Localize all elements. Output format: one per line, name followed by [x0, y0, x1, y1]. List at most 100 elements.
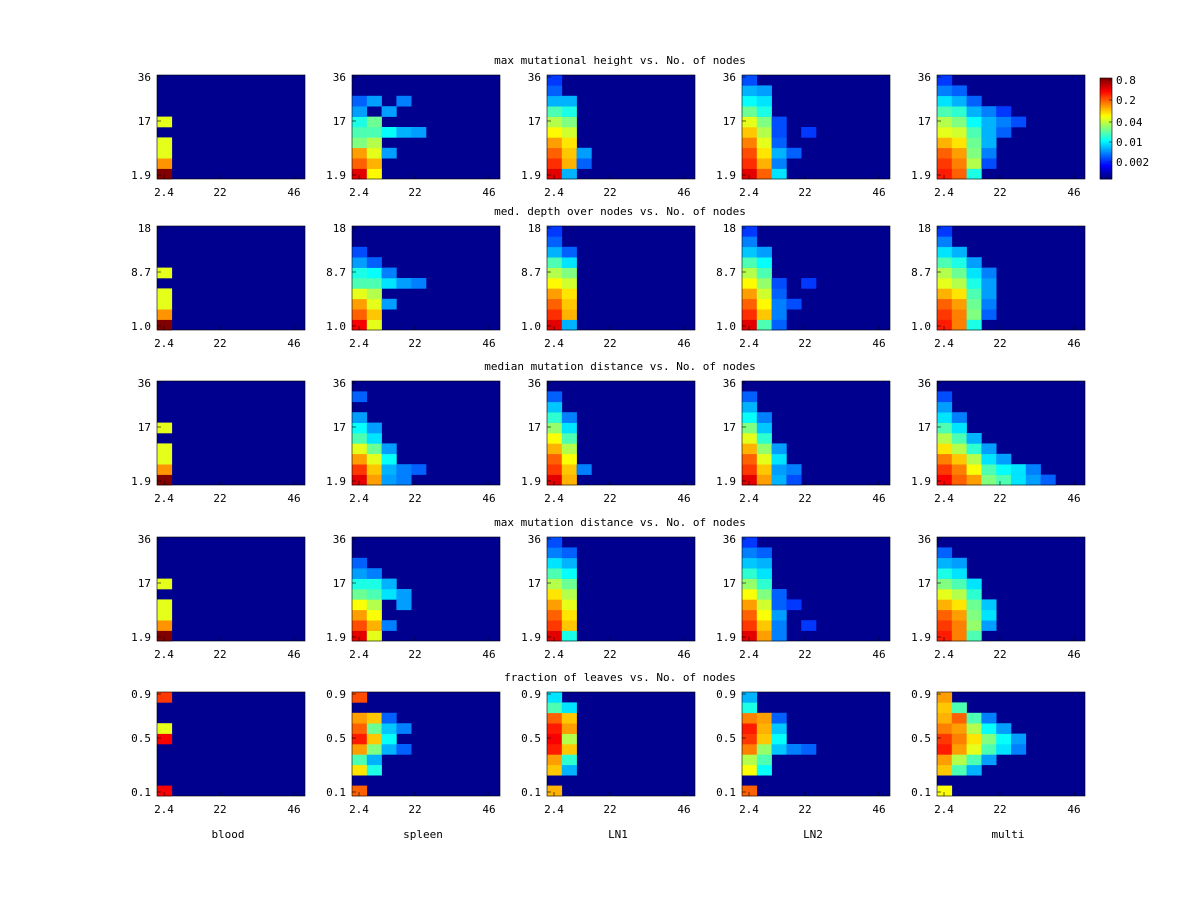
panel-frame — [936, 225, 1086, 331]
y-tick-label: 1.9 — [521, 169, 541, 182]
heatmap-cell — [981, 453, 997, 465]
x-tick-label: 22 — [213, 337, 226, 350]
colorbar-segment — [1100, 106, 1112, 109]
heatmap-cell — [937, 319, 953, 331]
heatmap-cell — [951, 137, 967, 149]
heatmap-cell — [801, 620, 817, 631]
heatmap-cell — [352, 116, 368, 128]
heatmap-cell — [937, 702, 953, 714]
colorbar-segment — [1100, 136, 1112, 139]
heatmap-cell — [561, 474, 577, 486]
heatmap-cell — [381, 589, 397, 600]
panel-frame — [156, 380, 306, 486]
heatmap-cell — [966, 723, 982, 734]
colorbar-segment — [1100, 87, 1112, 90]
heatmap-cell — [742, 464, 758, 475]
heatmap-cell — [547, 85, 563, 97]
colorbar-segment — [1100, 130, 1112, 133]
heatmap-cell — [937, 158, 953, 169]
heatmap-cell — [352, 412, 368, 423]
y-tick-label: 17 — [333, 577, 346, 590]
colorbar-segment — [1100, 149, 1112, 151]
heatmap-cell — [352, 754, 368, 766]
heatmap-cell — [366, 744, 382, 755]
panel-frame — [156, 691, 306, 797]
heatmap-cell — [771, 288, 787, 300]
x-tick-label: 22 — [603, 492, 616, 505]
heatmap-cell — [937, 236, 953, 248]
heatmap-cell — [756, 319, 772, 331]
colorbar-segment — [1100, 95, 1112, 98]
x-tick-label: 2.4 — [739, 492, 759, 505]
x-tick-label: 46 — [1067, 337, 1080, 350]
heatmap-cell — [756, 589, 772, 600]
colorbar-tick-label: 0.2 — [1116, 94, 1136, 107]
heatmap-cell — [547, 236, 563, 248]
heatmap-cell — [396, 95, 412, 107]
heatmap-cell — [157, 474, 173, 486]
heatmap-panel-spleen: 36 17 1.92.4 22 46 — [326, 71, 501, 199]
heatmap-cell — [756, 620, 772, 631]
heatmap-cell — [352, 95, 368, 107]
heatmap-cell — [742, 620, 758, 631]
heatmap-cell — [996, 474, 1012, 486]
y-tick-label: 1.9 — [326, 475, 346, 488]
x-tick-label: 22 — [798, 648, 811, 661]
heatmap-cell — [366, 578, 382, 590]
heatmap-cell — [352, 127, 368, 138]
heatmap-cell — [352, 147, 368, 159]
heatmap-cell — [547, 412, 563, 423]
heatmap-cell — [381, 733, 397, 745]
heatmap-cell — [561, 578, 577, 590]
colorbar-segment — [1100, 112, 1112, 115]
colorbar-segment — [1100, 107, 1112, 110]
heatmap-cell — [352, 557, 368, 569]
x-tick-label: 46 — [677, 186, 690, 199]
heatmap-cell — [561, 422, 577, 434]
x-tick-label: 2.4 — [934, 186, 954, 199]
heatmap-cell — [576, 464, 592, 475]
x-tick-label: 22 — [603, 803, 616, 816]
heatmap-cell — [966, 630, 982, 642]
heatmap-cell — [547, 106, 563, 117]
heatmap-cell — [951, 723, 967, 734]
colorbar-segment — [1100, 131, 1112, 134]
heatmap-cell — [937, 85, 953, 97]
heatmap-panel-blood: 36 17 1.92.4 22 46 — [131, 71, 306, 199]
heatmap-cell — [951, 278, 967, 289]
heatmap-cell — [742, 630, 758, 642]
heatmap-cell — [1011, 474, 1027, 486]
heatmap-cell — [561, 298, 577, 310]
heatmap-cell — [366, 754, 382, 766]
x-tick-label: 46 — [287, 186, 300, 199]
heatmap-cell — [396, 464, 412, 475]
heatmap-cell — [352, 620, 368, 631]
y-tick-label: 17 — [138, 577, 151, 590]
heatmap-cell — [366, 298, 382, 310]
heatmap-cell — [937, 257, 953, 268]
panel-frame — [546, 691, 696, 797]
heatmap-cell — [352, 137, 368, 149]
heatmap-cell — [981, 116, 997, 128]
heatmap-cell — [547, 298, 563, 310]
heatmap-cell — [937, 547, 953, 559]
y-tick-label: 36 — [333, 533, 346, 546]
heatmap-panel-LN2: 36 17 1.92.4 22 46 — [716, 71, 891, 199]
panel-frame — [546, 536, 696, 642]
heatmap-cell — [937, 443, 953, 455]
heatmap-cell — [547, 391, 563, 403]
heatmap-cell — [771, 712, 787, 724]
y-tick-label: 36 — [918, 377, 931, 390]
colorbar-segment — [1100, 117, 1112, 120]
panel-frame — [741, 536, 891, 642]
heatmap-cell — [937, 288, 953, 300]
heatmap-cell — [937, 226, 953, 237]
panel-frame — [936, 74, 1086, 180]
heatmap-cell — [966, 578, 982, 590]
heatmap-cell — [951, 702, 967, 714]
y-tick-label: 36 — [918, 71, 931, 84]
colorbar-segment — [1100, 167, 1112, 170]
heatmap-cell — [547, 422, 563, 434]
heatmap-cell — [157, 288, 173, 300]
panel-frame — [936, 536, 1086, 642]
